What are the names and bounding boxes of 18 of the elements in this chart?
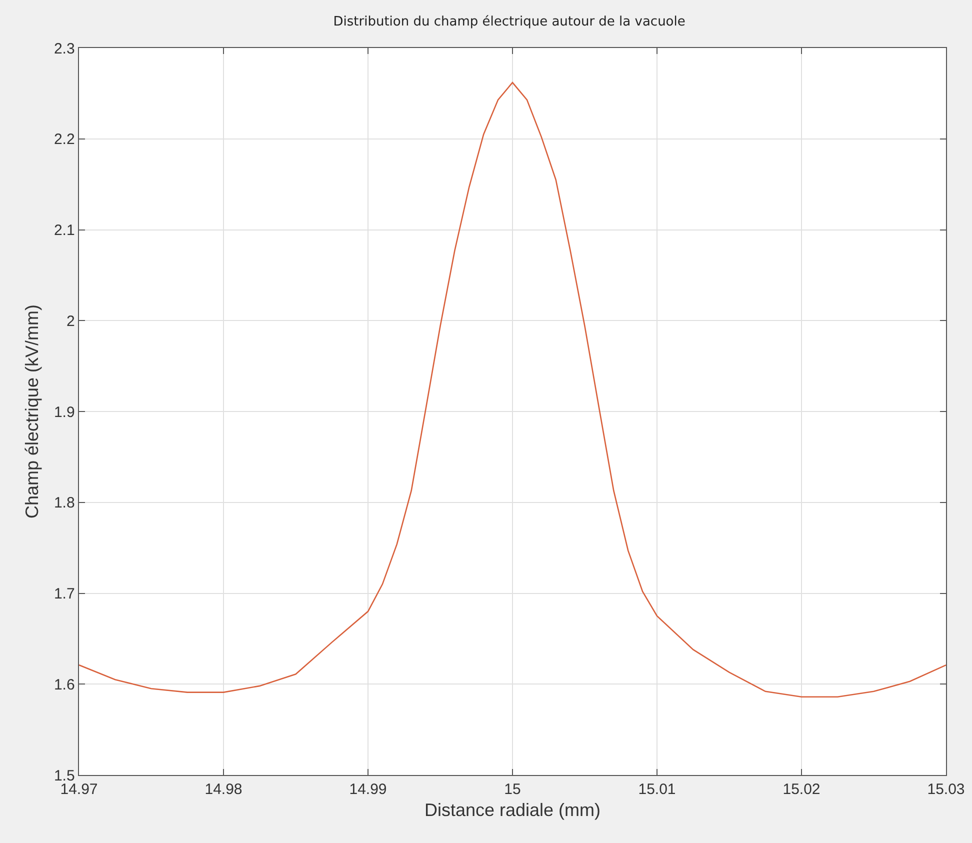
y-tick-label: 1.7	[54, 586, 75, 602]
y-tick-label: 2.2	[54, 131, 75, 148]
x-tick-label: 14.99	[349, 781, 387, 798]
x-tick-label: 15.03	[927, 781, 965, 798]
y-tick-label: 1.8	[54, 494, 75, 512]
y-tick-label: 2	[66, 312, 75, 330]
x-axis-title: Distance radiale (mm)	[424, 800, 601, 820]
chart-title: Distribution du champ électrique autour de la vacuole	[333, 14, 686, 30]
line-series	[79, 82, 946, 698]
x-tick-label: 15.02	[782, 781, 820, 798]
x-tick-label: 14.98	[204, 781, 242, 798]
x-tick-label: 15.01	[638, 781, 676, 798]
y-tick-label: 2.1	[54, 222, 75, 239]
y-tick-label: 1.9	[54, 404, 75, 421]
y-tick-label: 1.6	[54, 676, 75, 694]
y-axis-title: Champ électrique (kV/mm)	[22, 304, 42, 519]
x-tick-label: 15	[504, 781, 521, 798]
y-tick-label: 2.3	[54, 40, 75, 58]
